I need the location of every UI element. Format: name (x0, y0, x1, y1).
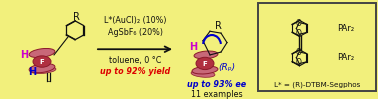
Ellipse shape (196, 57, 214, 70)
Ellipse shape (192, 66, 218, 74)
Ellipse shape (33, 56, 51, 67)
Text: up to 92% yield: up to 92% yield (100, 67, 170, 76)
Text: PAr₂: PAr₂ (338, 53, 355, 62)
Text: L* = (R)-DTBM-Segphos: L* = (R)-DTBM-Segphos (274, 81, 360, 88)
Text: toluene, 0 °C: toluene, 0 °C (109, 56, 161, 65)
Ellipse shape (30, 67, 56, 74)
FancyBboxPatch shape (258, 3, 376, 91)
Text: R: R (73, 12, 79, 22)
Text: PAr₂: PAr₂ (338, 24, 355, 33)
Text: AgSbF₆ (20%): AgSbF₆ (20%) (107, 28, 163, 37)
Text: H: H (20, 50, 28, 60)
Text: O: O (295, 19, 301, 28)
Text: F: F (203, 61, 208, 67)
Text: (Rₚ): (Rₚ) (218, 63, 235, 72)
Text: H: H (189, 42, 197, 52)
Text: F: F (40, 59, 44, 65)
Text: O: O (295, 29, 301, 38)
Text: L*(AuCl)₂ (10%): L*(AuCl)₂ (10%) (104, 16, 166, 25)
Ellipse shape (194, 51, 218, 59)
Text: H: H (28, 67, 36, 77)
Ellipse shape (191, 70, 215, 77)
Text: up to 93% ee: up to 93% ee (187, 80, 246, 89)
Ellipse shape (29, 64, 55, 73)
Text: O: O (295, 48, 301, 57)
Ellipse shape (29, 49, 55, 58)
Text: R: R (215, 21, 222, 31)
Text: 11 examples: 11 examples (191, 90, 243, 99)
Text: O: O (295, 58, 301, 67)
